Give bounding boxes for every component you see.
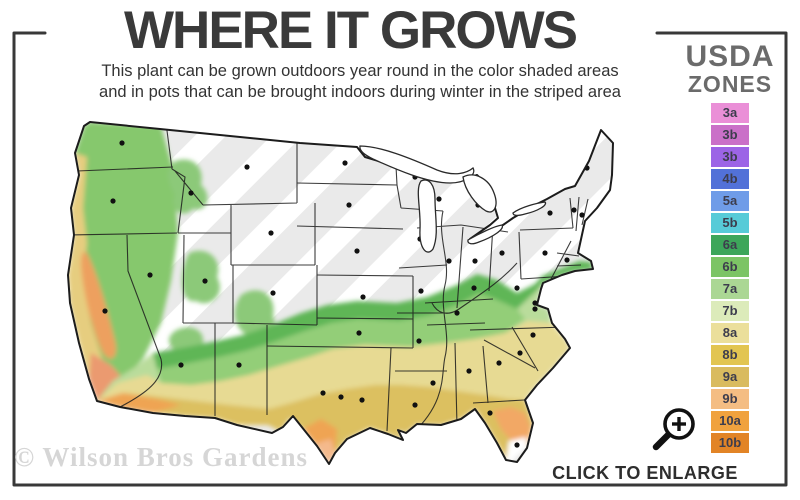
usa-zone-map[interactable] [65, 113, 655, 473]
subtitle-line-2: and in pots that can be brought indoors … [99, 82, 621, 101]
zone-chip-8b: 8b [711, 345, 749, 365]
subtitle-line-1: This plant can be grown outdoors year ro… [101, 62, 619, 80]
watermark: © Wilson Bros Gardens [14, 442, 308, 472]
zone-chip-3b: 3b [711, 125, 749, 145]
zone-chip-7b: 7b [711, 301, 749, 321]
zone-chip-4b: 4b [711, 169, 749, 189]
legend-title-zones: ZONES [687, 71, 773, 97]
zone-chip-10b: 10b [711, 433, 749, 453]
subtitle: This plant can be grown outdoors year ro… [40, 61, 680, 102]
zone-chip-7a: 7a [711, 279, 749, 299]
legend-title-usda: USDA [685, 40, 775, 73]
zone-chip-3b: 3b [711, 147, 749, 167]
us-outline [67, 121, 614, 465]
legend-title: USDA ZONES [668, 42, 792, 97]
click-to-enlarge-label[interactable]: CLICK TO ENLARGE [552, 463, 738, 483]
state-borders [69, 122, 589, 434]
zone-chip-10a: 10a [711, 411, 749, 431]
zone-chip-6a: 6a [711, 235, 749, 255]
zone-chip-9b: 9b [711, 389, 749, 409]
zone-chip-3a: 3a [711, 103, 749, 123]
zone-chip-9a: 9a [711, 367, 749, 387]
page-title: WHERE IT GROWS [124, 1, 578, 60]
magnifier-plus-icon[interactable] [649, 404, 701, 456]
zone-chip-5a: 5a [711, 191, 749, 211]
zone-chip-5b: 5b [711, 213, 749, 233]
city-dots [102, 140, 590, 448]
great-lakes [359, 145, 547, 253]
zone-chip-8a: 8a [711, 323, 749, 343]
zone-legend: 3a 3b 3b 4b 5a 5b 6a 6b 7a 7b 8a 8b 9a 9b 10a 10b [711, 103, 749, 455]
zone-chip-6b: 6b [711, 257, 749, 277]
